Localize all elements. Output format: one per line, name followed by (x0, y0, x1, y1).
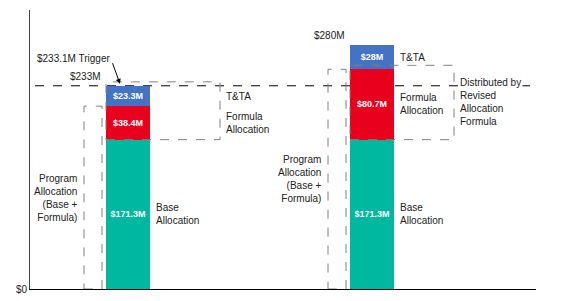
svg-text:$80.7M: $80.7M (357, 99, 387, 109)
svg-text:BaseAllocation: BaseAllocation (156, 202, 199, 226)
svg-text:ProgramAllocation(Base +Formul: ProgramAllocation(Base +Formula) (34, 173, 78, 223)
svg-text:$171.3M: $171.3M (110, 209, 145, 219)
svg-text:$233.1M Trigger: $233.1M Trigger (37, 53, 110, 64)
svg-text:$0: $0 (16, 284, 28, 295)
svg-text:$171.3M: $171.3M (354, 209, 389, 219)
svg-text:$280M: $280M (314, 30, 345, 41)
svg-text:$23.3M: $23.3M (113, 91, 143, 101)
svg-text:ProgramAllocation(Base +Formul: ProgramAllocation(Base +Formula) (278, 154, 322, 204)
svg-text:Distributed byRevisedAllocatio: Distributed byRevisedAllocationFormula (460, 77, 521, 127)
svg-text:$38.4M: $38.4M (113, 118, 143, 128)
svg-text:FormulaAllocation: FormulaAllocation (226, 111, 269, 135)
svg-text:T&TA: T&TA (226, 91, 251, 102)
svg-text:FormulaAllocation: FormulaAllocation (400, 92, 443, 116)
svg-text:T&TA: T&TA (400, 52, 425, 63)
svg-text:BaseAllocation: BaseAllocation (400, 202, 443, 226)
svg-text:$233M: $233M (70, 71, 101, 82)
svg-text:$28M: $28M (361, 52, 384, 62)
